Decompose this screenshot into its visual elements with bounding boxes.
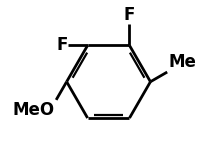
Text: Me: Me — [169, 53, 197, 71]
Text: F: F — [56, 36, 67, 54]
Text: F: F — [124, 6, 135, 24]
Text: MeO: MeO — [12, 101, 54, 119]
